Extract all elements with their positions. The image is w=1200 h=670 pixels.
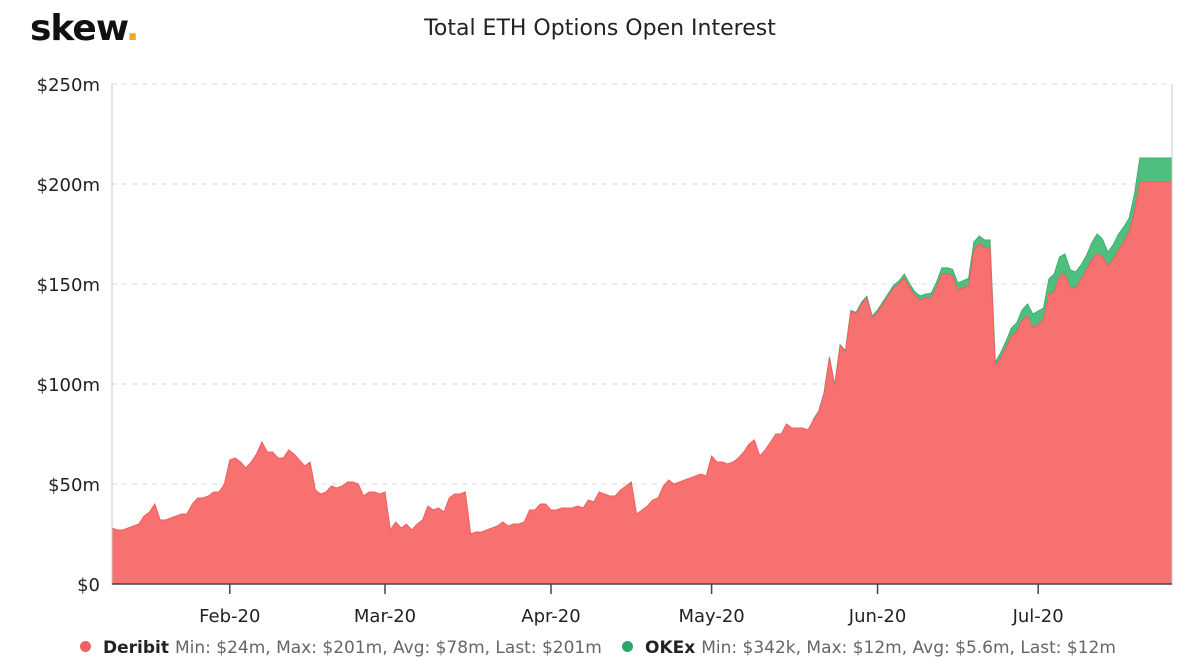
legend-item-okex[interactable]: OKEx Min: $342k, Max: $12m, Avg: $5.6m, L… — [622, 638, 1116, 658]
x-tick-label: Apr-20 — [521, 606, 580, 627]
chart-title: Total ETH Options Open Interest — [424, 16, 776, 41]
deribit-marker-icon — [80, 640, 91, 652]
legend-series-name: Deribit — [103, 638, 169, 658]
legend-series-stats: Min: $24m, Max: $201m, Avg: $78m, Last: … — [174, 638, 602, 658]
legend: Deribit Min: $24m, Max: $201m, Avg: $78m,… — [0, 638, 1200, 664]
x-tick-label: Mar-20 — [354, 606, 416, 627]
legend-series-stats: Min: $342k, Max: $12m, Avg: $5.6m, Last:… — [701, 638, 1116, 658]
deribit-area — [111, 181, 1173, 585]
y-tick-label: $0 — [77, 575, 100, 596]
chart-svg: $0 $50m $100m $150m $200m $250m Feb-20 Mar-20 Ap… — [37, 75, 1173, 627]
axis-layer: $0 $50m $100m $150m $200m $250m Feb-20 Mar-20 Ap… — [37, 75, 1173, 627]
x-tick-label: Jun-20 — [848, 606, 907, 627]
x-tick-label: Jul-20 — [1012, 606, 1064, 627]
y-tick-label: $250m — [37, 75, 100, 96]
area-layer — [111, 157, 1173, 585]
x-tick-label: Feb-20 — [199, 606, 260, 627]
y-tick-label: $200m — [37, 175, 100, 196]
y-tick-label: $150m — [37, 275, 100, 296]
legend-series-name: OKEx — [645, 638, 696, 658]
x-tick-label: May-20 — [678, 606, 744, 627]
skew-logo: skew. — [30, 8, 139, 49]
okex-marker-icon — [622, 640, 633, 652]
y-tick-label: $50m — [48, 475, 100, 496]
y-tick-label: $100m — [37, 375, 100, 396]
legend-item-deribit[interactable]: Deribit Min: $24m, Max: $201m, Avg: $78m,… — [80, 638, 602, 658]
